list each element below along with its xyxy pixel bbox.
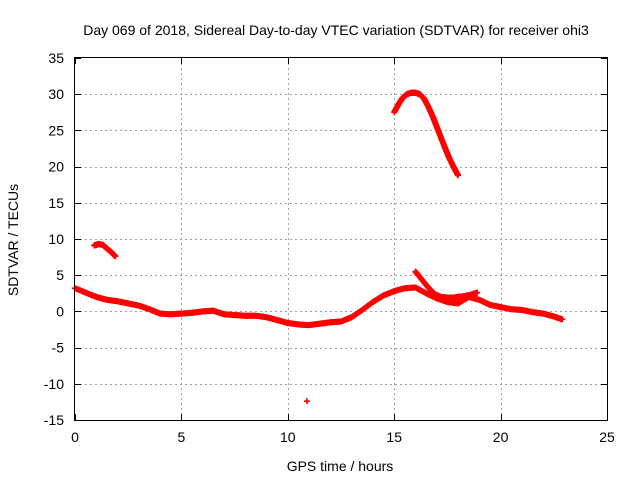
data-point bbox=[303, 398, 310, 405]
series-high-arc bbox=[391, 89, 462, 179]
series-early-arc bbox=[91, 241, 119, 260]
x-axis-label: GPS time / hours bbox=[287, 458, 394, 474]
y-tick-label: 10 bbox=[48, 231, 64, 247]
x-tick-label: 0 bbox=[71, 429, 79, 445]
data-points bbox=[72, 89, 566, 405]
x-tick-label: 10 bbox=[280, 429, 296, 445]
data-point bbox=[474, 289, 481, 296]
y-axis-label: SDTVAR / TECUs bbox=[5, 184, 21, 296]
series-main bbox=[72, 284, 566, 329]
y-tick-label: 20 bbox=[48, 159, 64, 175]
x-tick-label: 20 bbox=[493, 429, 509, 445]
y-tick-label: 5 bbox=[56, 267, 64, 283]
data-point bbox=[112, 253, 119, 260]
y-tick-label: 0 bbox=[56, 303, 64, 319]
x-tick-label: 15 bbox=[386, 429, 402, 445]
data-point bbox=[455, 172, 462, 179]
series-secondary bbox=[412, 268, 481, 301]
axis-ticks: 0 5 10 15 20 25 -15 -10 -5 0 5 10 15 20 25 30 35 bbox=[44, 50, 615, 445]
grid-lines bbox=[75, 58, 607, 420]
y-tick-label: 35 bbox=[48, 50, 64, 66]
series-outlier bbox=[303, 398, 310, 405]
y-tick-label: -10 bbox=[44, 376, 64, 392]
data-point bbox=[559, 316, 566, 323]
y-tick-label: 30 bbox=[48, 86, 64, 102]
x-tick-label: 25 bbox=[599, 429, 615, 445]
chart-title: Day 069 of 2018, Sidereal Day-to-day VTE… bbox=[83, 22, 589, 38]
plot-frame bbox=[74, 57, 608, 421]
y-tick-label: 25 bbox=[48, 122, 64, 138]
y-tick-label: 15 bbox=[48, 195, 64, 211]
y-tick-label: -5 bbox=[52, 340, 65, 356]
x-tick-label: 5 bbox=[178, 429, 186, 445]
y-tick-label: -15 bbox=[44, 412, 64, 428]
